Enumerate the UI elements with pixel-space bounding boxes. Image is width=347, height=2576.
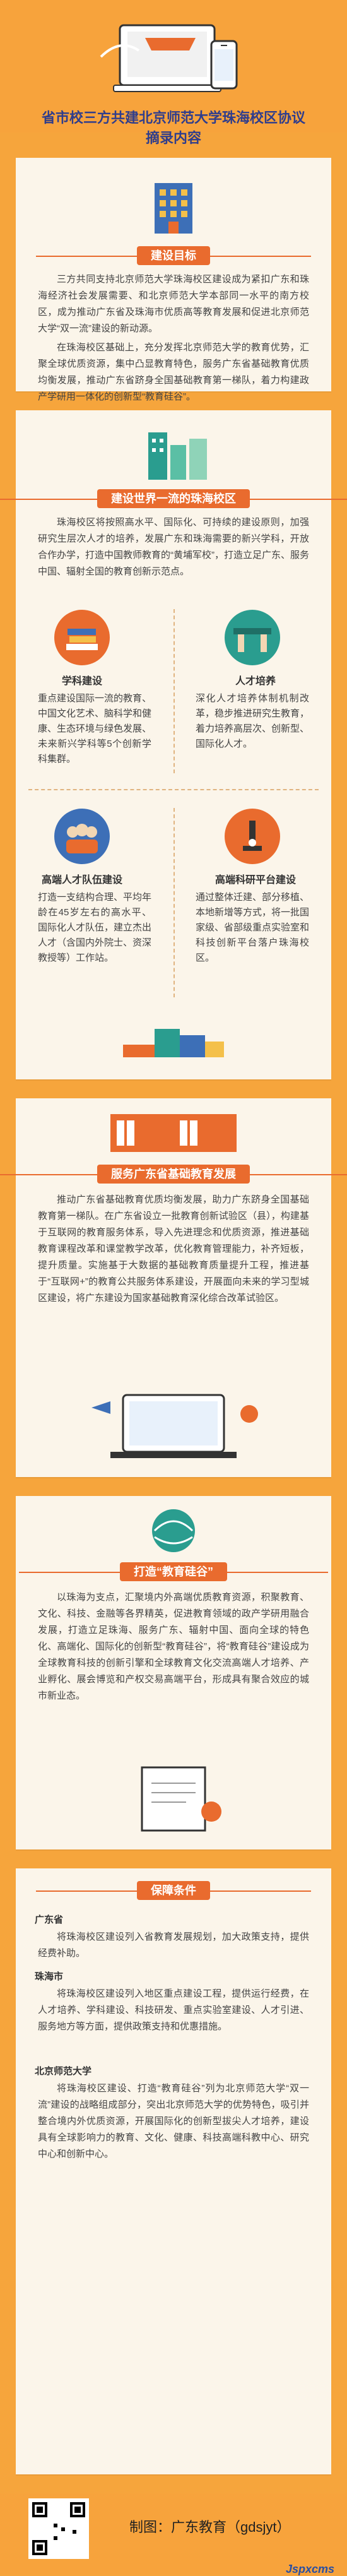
- guangdong-label: 广东省: [35, 1914, 64, 1925]
- section-campus-title: 建设世界一流的珠海校区: [0, 489, 347, 508]
- subject-text: 重点建设国际一流的教育、中国文化艺术、脑科学和健康、生态环境与绿色发展、未来新兴…: [38, 693, 152, 764]
- campus-paragraph: 珠海校区将按照高水平、国际化、可持续的建设原则，加强研究生层次人才的培养，发展广…: [38, 517, 309, 577]
- team-text: 打造一支结构合理、平均年龄在45岁左右的高水平、国际化人才队伍，建立杰出人才（含…: [38, 892, 152, 963]
- header-banner: 省市校三方共建北京师范大学珠海校区协议 摘录内容: [0, 0, 347, 146]
- section-guarantee: 保障条件 广东省 将珠海校区建设列入省教育发展规划，加大政策支持，提供经费补助。…: [16, 1868, 331, 2474]
- talent-title: 人才培养: [235, 676, 276, 687]
- divider: [28, 789, 319, 790]
- talent-text: 深化人才培养体制机制改革，稳步推进研究生教育，着力培养高层次、创新型、国际化人才…: [196, 693, 310, 749]
- bnu-text: 将珠海校区建设、打造“教育硅谷”列为北京师范大学“双一流”建设的战略组成部分，突…: [38, 2083, 309, 2159]
- guangdong-text: 将珠海校区建设列入省教育发展规划，加大政策支持，提供经费补助。: [38, 1932, 309, 1959]
- section-edu-valley-title: 打造“教育硅谷”: [19, 1562, 328, 1581]
- edu-valley-paragraph: 以珠海为支点，汇聚境内外高端优质教育资源，积聚教育、文化、科技、金融等各界精英，…: [38, 1592, 309, 1701]
- zhuhai-text: 将珠海校区建设列入地区重点建设工程，提供运行经费，在人才培养、学科建设、科技研发…: [38, 1988, 309, 2032]
- laptop-phone-illustration: [100, 24, 238, 92]
- basic-education-paragraph: 推动广东省基础教育优质均衡发展，助力广东跻身全国基础教育第一梯队。在广东省设立一…: [38, 1194, 309, 1303]
- zhuhai-label: 珠海市: [35, 1971, 64, 1982]
- section-basic-education-title: 服务广东省基础教育发展: [0, 1165, 347, 1184]
- goals-paragraph-2: 在珠海校区基础上，充分发挥北京师范大学的教育优势，汇聚全球优质资源，集中凸显教育…: [38, 342, 309, 402]
- footer: 制图：广东教育（gdsjyt） Jspxcms: [0, 2493, 347, 2575]
- globe-icon: [152, 1509, 195, 1552]
- bookshelf-icon: [110, 1114, 237, 1152]
- credit-text: 制图：广东教育（gdsjyt）: [129, 2519, 291, 2535]
- section-guarantee-title: 保障条件: [36, 1881, 311, 1900]
- section-campus: 建设世界一流的珠海校区 珠海校区将按照高水平、国际化、可持续的建设原则，加强研究…: [0, 410, 347, 1079]
- goals-paragraph-1: 三方共同支持北京师范大学珠海校区建设成为紧扣广东和珠海经济社会发展需要、和北京师…: [38, 274, 309, 334]
- document-icon: [141, 1766, 221, 1832]
- laptop-icon: [91, 1394, 258, 1458]
- page-title: 省市校三方共建北京师范大学珠海校区协议: [41, 110, 305, 126]
- handshake-icon: [225, 610, 280, 665]
- building-icon: [155, 183, 192, 234]
- team-title: 高端人才队伍建设: [41, 875, 122, 886]
- section-basic-education: 服务广东省基础教育发展 推动广东省基础教育优质均衡发展，助力广东跻身全国基础教育…: [0, 1098, 347, 1477]
- books-icon: [54, 610, 110, 665]
- section-goals: 建设目标 三方共同支持北京师范大学珠海校区建设成为紧扣广东和珠海经济社会发展需要…: [16, 158, 331, 402]
- divider: [174, 609, 175, 773]
- research-text: 通过整体迁建、部分移植、本地新增等方式，将一批国家级、省部级重点实验室和科技创新…: [196, 892, 310, 963]
- books-stack-icon: [123, 1029, 224, 1057]
- divider: [174, 808, 175, 997]
- team-people-icon: [54, 809, 110, 864]
- research-title: 高端科研平台建设: [215, 875, 296, 886]
- page-subtitle: 摘录内容: [145, 130, 201, 146]
- subject-title: 学科建设: [61, 676, 102, 687]
- bnu-label: 北京师范大学: [35, 2066, 92, 2077]
- watermark-text: Jspxcms: [285, 2563, 334, 2575]
- section-edu-valley: 打造“教育硅谷” 以珠海为支点，汇聚境内外高端优质教育资源，积聚教育、文化、科技…: [16, 1496, 331, 1849]
- qr-code: [28, 2498, 89, 2559]
- section-goals-title: 建设目标: [36, 246, 311, 265]
- campus-buildings-icon: [148, 432, 207, 480]
- microscope-icon: [225, 809, 280, 864]
